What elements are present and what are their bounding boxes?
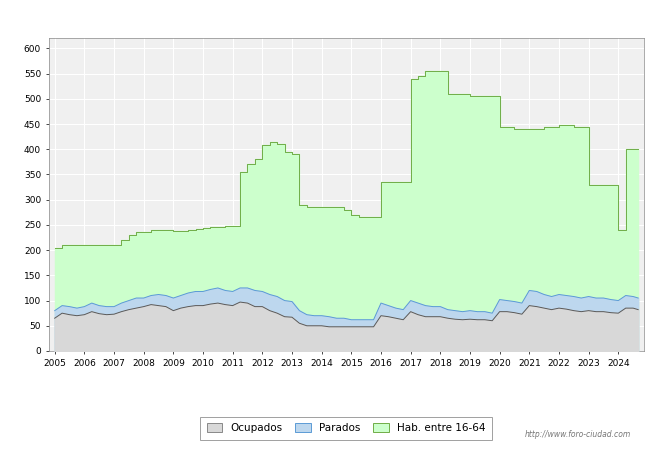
- Text: http://www.foro-ciudad.com: http://www.foro-ciudad.com: [525, 430, 630, 439]
- Legend: Ocupados, Parados, Hab. entre 16-64: Ocupados, Parados, Hab. entre 16-64: [200, 417, 492, 440]
- Text: Talarn - Evolucion de la poblacion en edad de Trabajar Septiembre de 2024: Talarn - Evolucion de la poblacion en ed…: [103, 10, 547, 23]
